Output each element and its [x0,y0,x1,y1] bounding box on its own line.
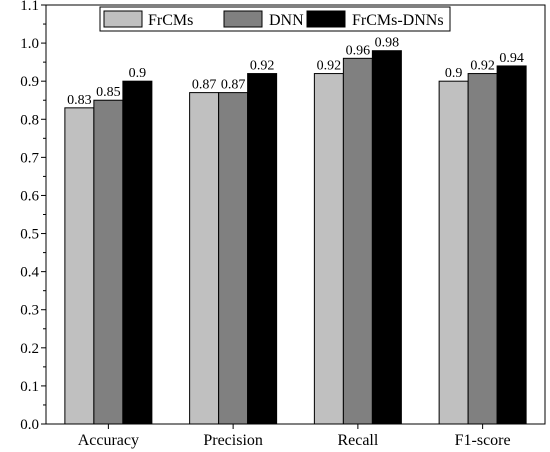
data-label: 0.87 [221,78,246,93]
y-tick-label: 0.2 [20,341,39,357]
data-label: 0.85 [96,85,121,100]
data-label: 0.87 [192,78,217,93]
y-tick-label: 1.0 [20,36,39,52]
y-tick-label: 0.4 [20,265,39,281]
data-label: 0.98 [375,36,400,51]
data-label: 0.9 [129,66,147,81]
y-tick-label: 0.8 [20,112,39,128]
data-label: 0.92 [317,59,342,74]
bar-frcms-recall [313,73,344,425]
bar-frcms-f1-score [438,80,469,425]
legend-label: FrCMs [148,12,193,29]
y-tick-label: 0.7 [20,150,39,166]
y-tick-label: 0.6 [20,188,39,204]
x-tick-label: Accuracy [78,432,139,449]
y-tick-label: 0.5 [20,227,39,243]
legend-swatch-dnn [223,10,263,28]
data-label: 0.94 [499,51,524,66]
y-tick-label: 0.3 [20,303,39,319]
bar-frcms-dnns-f1-score [496,65,527,425]
data-label: 0.92 [470,59,495,74]
data-label: 0.9 [445,66,463,81]
data-labels-group: 0.83 0.85 0.9 0.87 0.87 0.92 0.92 0.96 0.98 0.9 0.… [67,36,524,108]
x-tick-label: F1-score [455,432,511,449]
bar-dnn-accuracy [93,99,124,425]
x-tick-label: Precision [203,432,263,449]
legend-swatch-frcms [103,10,143,28]
bar-frcms-dnns-recall [371,50,402,425]
bar-frcms-precision [189,92,220,425]
bars-group [64,50,527,425]
data-label: 0.96 [346,43,371,58]
bar-frcms-dnns-precision [247,73,278,425]
bar-dnn-recall [342,57,373,425]
legend: FrCMs DNN FrCMs-DNNs [99,6,451,32]
y-tick-label: 0.9 [20,74,39,90]
data-label: 0.83 [67,93,92,108]
legend-label: DNN [269,12,304,29]
data-label: 0.92 [250,59,275,74]
bar-frcms-accuracy [64,107,95,425]
axes-group: Accuracy Precision Recall F1-score 0.0 0.1 0.2… [20,0,546,449]
legend-swatch-frcms-dnns [306,10,346,28]
legend-label: FrCMs-DNNs [352,12,444,29]
y-tick-label: 0.1 [20,379,39,395]
y-tick-label: 0.0 [20,417,39,433]
legend-box [99,6,451,32]
bar-frcms-dnns-accuracy [122,80,153,425]
x-tick-label: Recall [337,432,378,449]
bar-dnn-precision [218,92,249,425]
y-tick-label: 1.1 [20,0,39,14]
bar-dnn-f1-score [467,73,498,425]
